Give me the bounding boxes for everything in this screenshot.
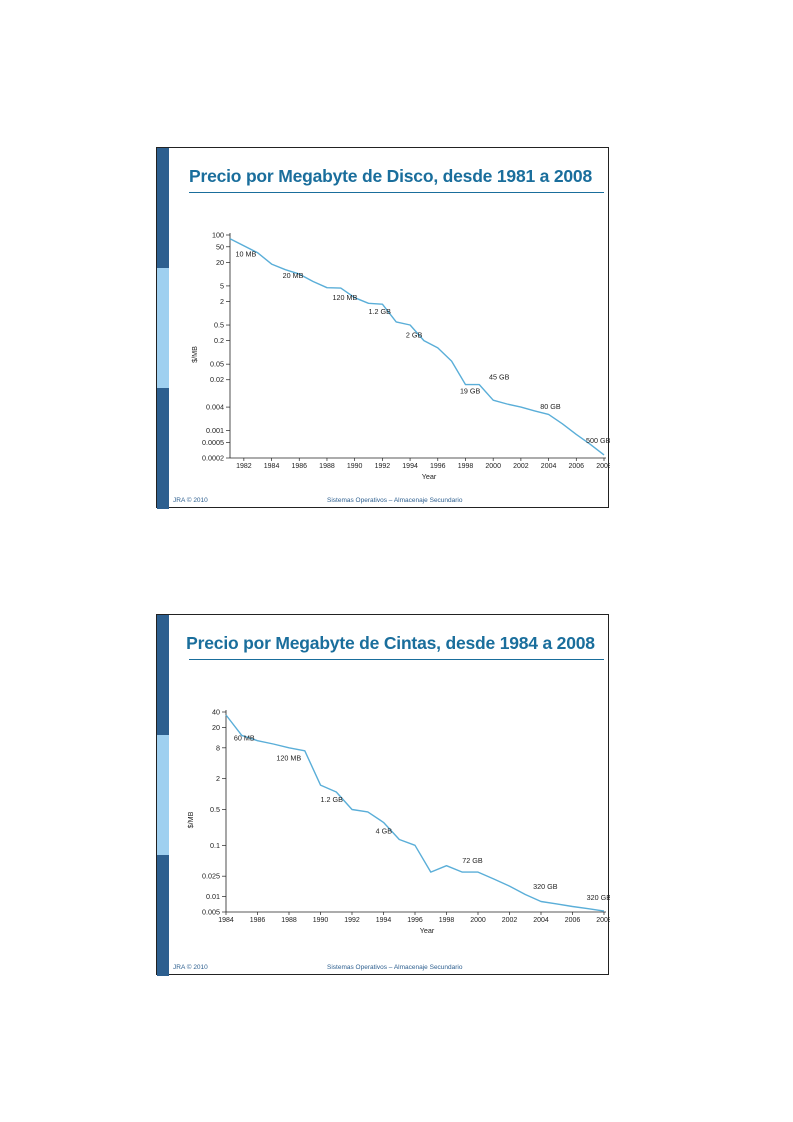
x-tick-label: 2008 bbox=[596, 463, 610, 470]
footer-copyright: JRA © 2010 bbox=[173, 964, 208, 971]
capacity-label: 320 GB bbox=[587, 893, 610, 902]
y-tick-label: 0.5 bbox=[210, 805, 220, 814]
x-tick-label: 1988 bbox=[281, 917, 297, 924]
x-tick-label: 1996 bbox=[430, 463, 446, 470]
side-bar bbox=[157, 148, 169, 509]
x-tick-label: 1994 bbox=[376, 917, 392, 924]
capacity-label: 19 GB bbox=[460, 386, 481, 395]
x-axis-label: Year bbox=[420, 926, 435, 935]
x-tick-label: 1990 bbox=[347, 463, 363, 470]
x-tick-label: 1992 bbox=[375, 463, 391, 470]
y-tick-label: 0.02 bbox=[210, 375, 224, 384]
x-tick-label: 1994 bbox=[402, 463, 418, 470]
y-tick-label: 0.05 bbox=[210, 360, 224, 369]
capacity-label: 60 MB bbox=[234, 734, 255, 743]
title-rule bbox=[189, 192, 604, 193]
x-tick-label: 1982 bbox=[236, 463, 252, 470]
capacity-label: 4 GB bbox=[376, 827, 393, 836]
y-tick-label: 0.001 bbox=[206, 426, 224, 435]
capacity-label: 20 MB bbox=[283, 271, 304, 280]
capacity-label: 1.2 GB bbox=[321, 795, 344, 804]
capacity-label: 500 GB bbox=[586, 436, 610, 445]
y-tick-label: 20 bbox=[212, 723, 220, 732]
x-tick-label: 1998 bbox=[439, 917, 455, 924]
capacity-label: 120 MB bbox=[333, 293, 358, 302]
y-tick-label: 50 bbox=[216, 242, 224, 251]
y-tick-label: 0.1 bbox=[210, 841, 220, 850]
y-tick-label: 100 bbox=[212, 231, 224, 240]
x-tick-label: 2006 bbox=[569, 463, 585, 470]
side-bar-segment bbox=[157, 735, 169, 855]
x-tick-label: 2000 bbox=[470, 917, 486, 924]
capacity-label: 120 MB bbox=[276, 754, 301, 763]
y-tick-label: 0.004 bbox=[206, 403, 224, 412]
price-series-line bbox=[229, 238, 605, 456]
footer-course: Sistemas Operativos – Almacenaje Secunda… bbox=[327, 964, 463, 971]
y-tick-label: 0.01 bbox=[206, 892, 220, 901]
footer-course: Sistemas Operativos – Almacenaje Secunda… bbox=[327, 497, 463, 504]
x-tick-label: 2008 bbox=[596, 917, 610, 924]
x-tick-label: 2002 bbox=[513, 463, 529, 470]
capacity-label: 2 GB bbox=[406, 331, 423, 340]
y-tick-label: 8 bbox=[216, 743, 220, 752]
side-bar bbox=[157, 615, 169, 976]
x-tick-label: 1992 bbox=[344, 917, 360, 924]
x-tick-label: 1990 bbox=[313, 917, 329, 924]
x-axis-label: Year bbox=[422, 472, 437, 481]
y-tick-label: 0.5 bbox=[214, 321, 224, 330]
title-rule bbox=[189, 659, 604, 660]
side-bar-segment bbox=[157, 388, 169, 509]
x-tick-label: 1998 bbox=[458, 463, 474, 470]
capacity-label: 1.2 GB bbox=[369, 307, 392, 316]
x-tick-label: 2000 bbox=[485, 463, 501, 470]
y-tick-label: 0.2 bbox=[214, 336, 224, 345]
y-tick-label: 5 bbox=[220, 281, 224, 290]
disk-price-chart: 100 50 20 5 2 0.5 0.2 0.05 0.02 0.004 0.001 0.0005 0… bbox=[190, 231, 610, 482]
x-tick-label: 1996 bbox=[407, 917, 423, 924]
slide-tape: Precio por Megabyte de Cintas, desde 198… bbox=[156, 614, 610, 976]
price-series-line bbox=[225, 714, 605, 912]
side-bar-segment bbox=[157, 855, 169, 976]
x-tick-label: 2004 bbox=[533, 917, 549, 924]
x-tick-label: 1986 bbox=[250, 917, 266, 924]
y-tick-label: 0.025 bbox=[202, 872, 220, 881]
y-axis-label: $/MB bbox=[190, 346, 199, 363]
y-tick-label: 40 bbox=[212, 708, 220, 717]
footer-copyright: JRA © 2010 bbox=[173, 497, 208, 504]
capacity-label: 45 GB bbox=[489, 373, 510, 382]
capacity-label: 10 MB bbox=[236, 250, 257, 259]
y-tick-label: 0.0002 bbox=[202, 454, 224, 463]
y-tick-label: 0.005 bbox=[202, 908, 220, 917]
y-tick-label: 20 bbox=[216, 258, 224, 267]
y-tick-label: 0.0005 bbox=[202, 438, 224, 447]
capacity-label: 320 GB bbox=[533, 882, 558, 891]
x-tick-label: 2002 bbox=[502, 917, 518, 924]
side-bar-segment bbox=[157, 615, 169, 735]
slide-title: Precio por Megabyte de Cintas, desde 198… bbox=[186, 633, 595, 653]
x-tick-label: 1984 bbox=[264, 463, 280, 470]
capacity-label: 72 GB bbox=[462, 856, 483, 865]
x-tick-label: 2004 bbox=[541, 463, 557, 470]
y-tick-label: 2 bbox=[220, 297, 224, 306]
x-tick-label: 2006 bbox=[565, 917, 581, 924]
y-tick-label: 2 bbox=[216, 774, 220, 783]
y-axis-label: $/MB bbox=[186, 811, 195, 828]
slide-title: Precio por Megabyte de Disco, desde 1981… bbox=[188, 166, 592, 186]
slide-disk: Precio por Megabyte de Disco, desde 1981… bbox=[156, 147, 610, 509]
x-tick-label: 1988 bbox=[319, 463, 335, 470]
side-bar-segment bbox=[157, 268, 169, 388]
side-bar-segment bbox=[157, 148, 169, 268]
capacity-label: 80 GB bbox=[540, 402, 561, 411]
x-tick-label: 1984 bbox=[218, 917, 234, 924]
x-tick-label: 1986 bbox=[291, 463, 307, 470]
